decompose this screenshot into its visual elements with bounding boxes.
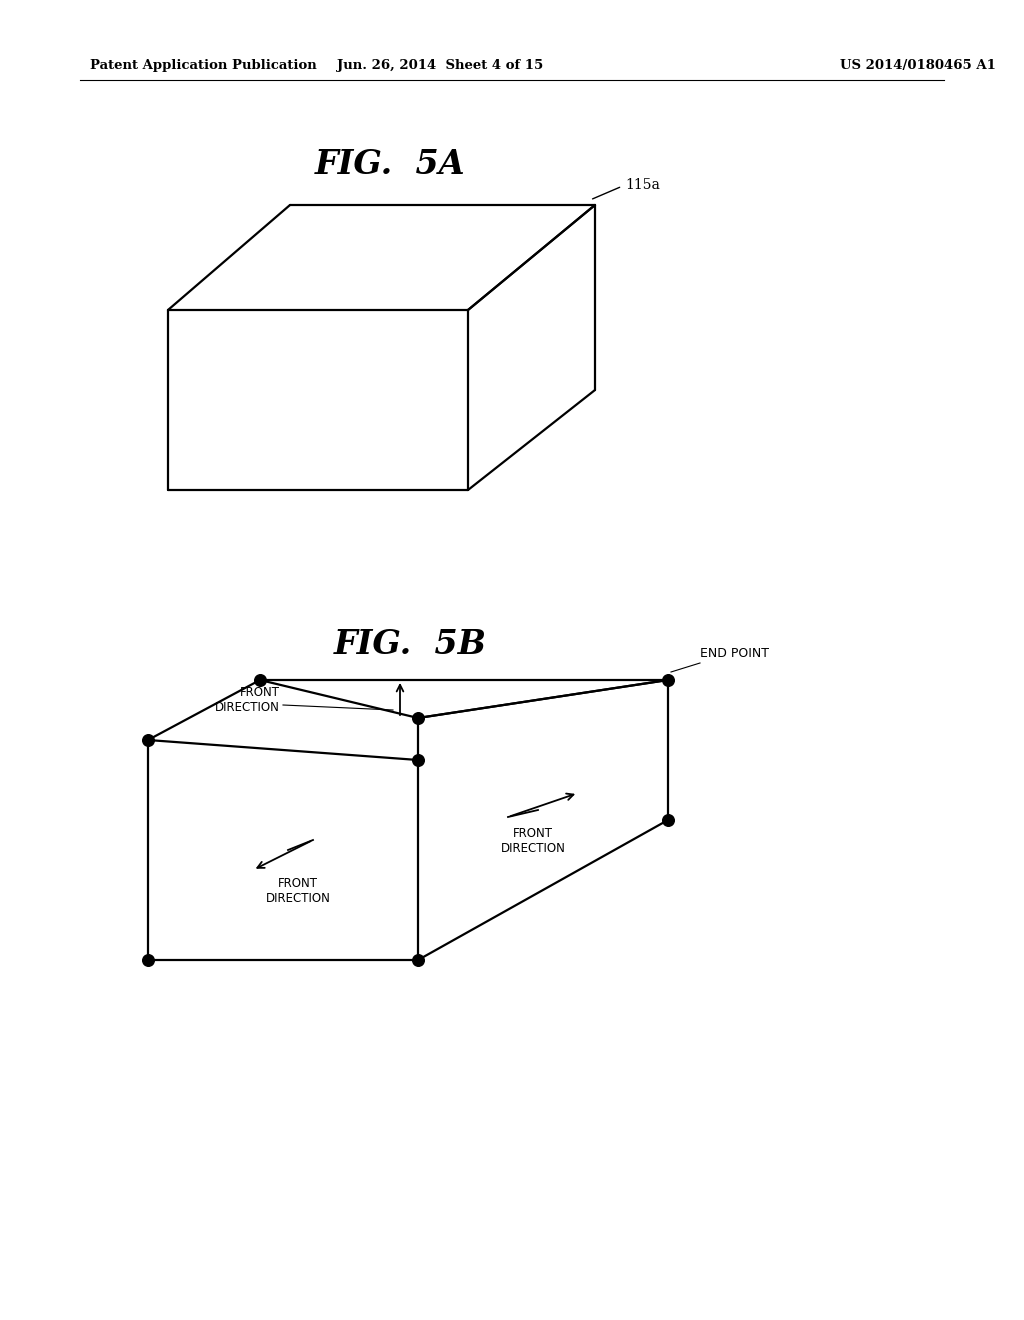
Text: FRONT
DIRECTION: FRONT DIRECTION bbox=[215, 686, 280, 714]
Text: FRONT
DIRECTION: FRONT DIRECTION bbox=[501, 828, 565, 855]
Point bbox=[410, 708, 426, 729]
Text: FRONT
DIRECTION: FRONT DIRECTION bbox=[265, 876, 331, 906]
Text: 115a: 115a bbox=[593, 178, 659, 199]
Point bbox=[410, 949, 426, 970]
Text: Jun. 26, 2014  Sheet 4 of 15: Jun. 26, 2014 Sheet 4 of 15 bbox=[337, 58, 543, 71]
Point bbox=[659, 809, 676, 830]
Text: FIG.  5B: FIG. 5B bbox=[334, 628, 486, 661]
Text: US 2014/0180465 A1: US 2014/0180465 A1 bbox=[840, 58, 996, 71]
Point bbox=[410, 750, 426, 771]
Text: END POINT: END POINT bbox=[700, 647, 769, 660]
Point bbox=[140, 949, 157, 970]
Text: Patent Application Publication: Patent Application Publication bbox=[90, 58, 316, 71]
Point bbox=[659, 669, 676, 690]
Text: FIG.  5A: FIG. 5A bbox=[314, 149, 465, 181]
Point bbox=[140, 730, 157, 751]
Point bbox=[252, 669, 268, 690]
